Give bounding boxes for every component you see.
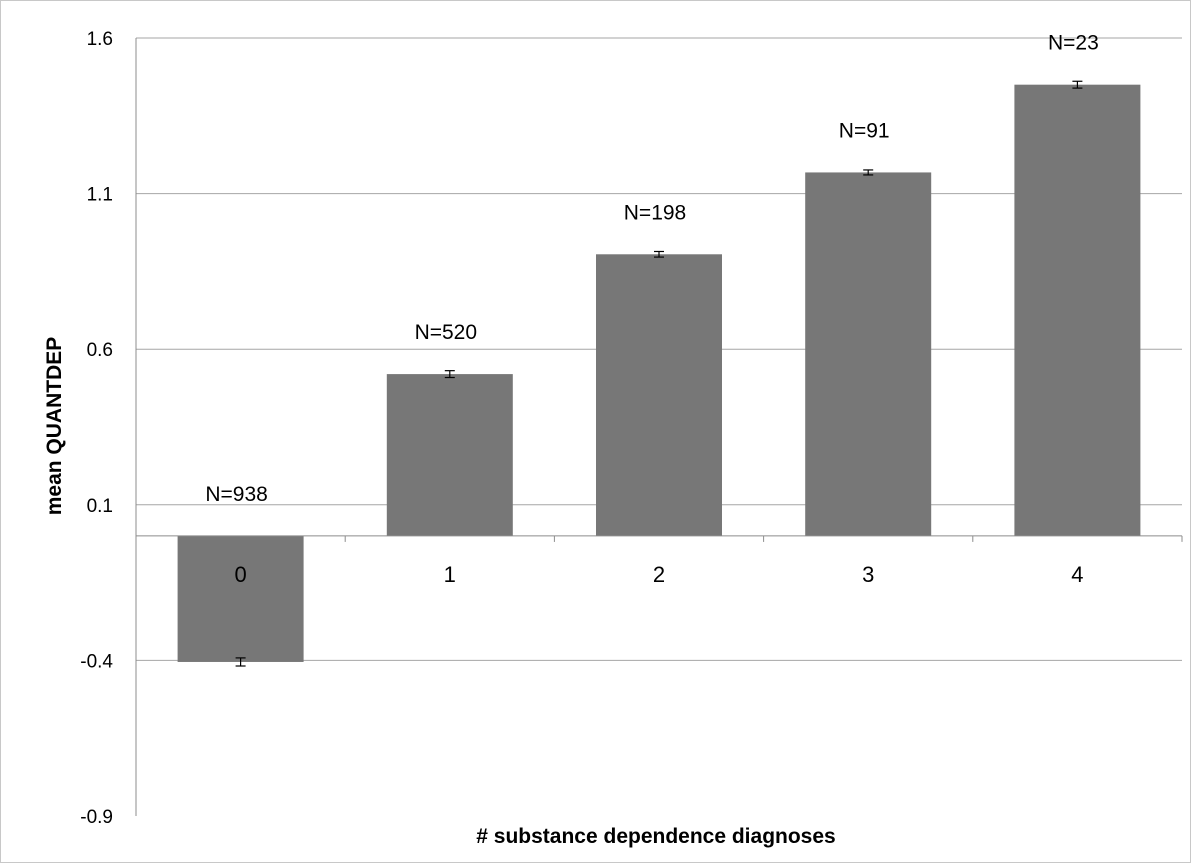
bar-0	[178, 536, 304, 662]
x-tick-label: 0	[234, 562, 246, 587]
y-tick-label: -0.4	[80, 651, 113, 672]
x-axis-title: # substance dependence diagnoses	[476, 825, 835, 848]
y-tick-label: 1.6	[87, 29, 113, 50]
y-tick-labels: 1.6 1.1 0.6 0.1 -0.4 -0.9	[80, 29, 113, 828]
n-label: N=198	[624, 201, 686, 224]
y-tick-label: 1.1	[87, 185, 113, 206]
x-tick-labels: 0 1 2 3 4	[234, 562, 1083, 587]
bar-4	[1014, 85, 1140, 536]
bar-3	[805, 172, 931, 535]
x-tick-label: 4	[1071, 562, 1083, 587]
n-label: N=520	[415, 321, 477, 344]
n-label: N=91	[839, 119, 890, 142]
y-tick-label: -0.9	[80, 807, 113, 828]
bar-2	[596, 254, 722, 536]
x-tick-label: 1	[444, 562, 456, 587]
bar-1	[387, 374, 513, 536]
n-label: N=938	[205, 483, 267, 506]
y-tick-label: 0.1	[87, 496, 113, 517]
x-tick-label: 3	[862, 562, 874, 587]
y-axis-title: mean QUANTDEP	[43, 337, 66, 516]
y-tick-label: 0.6	[87, 340, 113, 361]
n-label: N=23	[1048, 32, 1099, 55]
x-tick-label: 2	[653, 562, 665, 587]
